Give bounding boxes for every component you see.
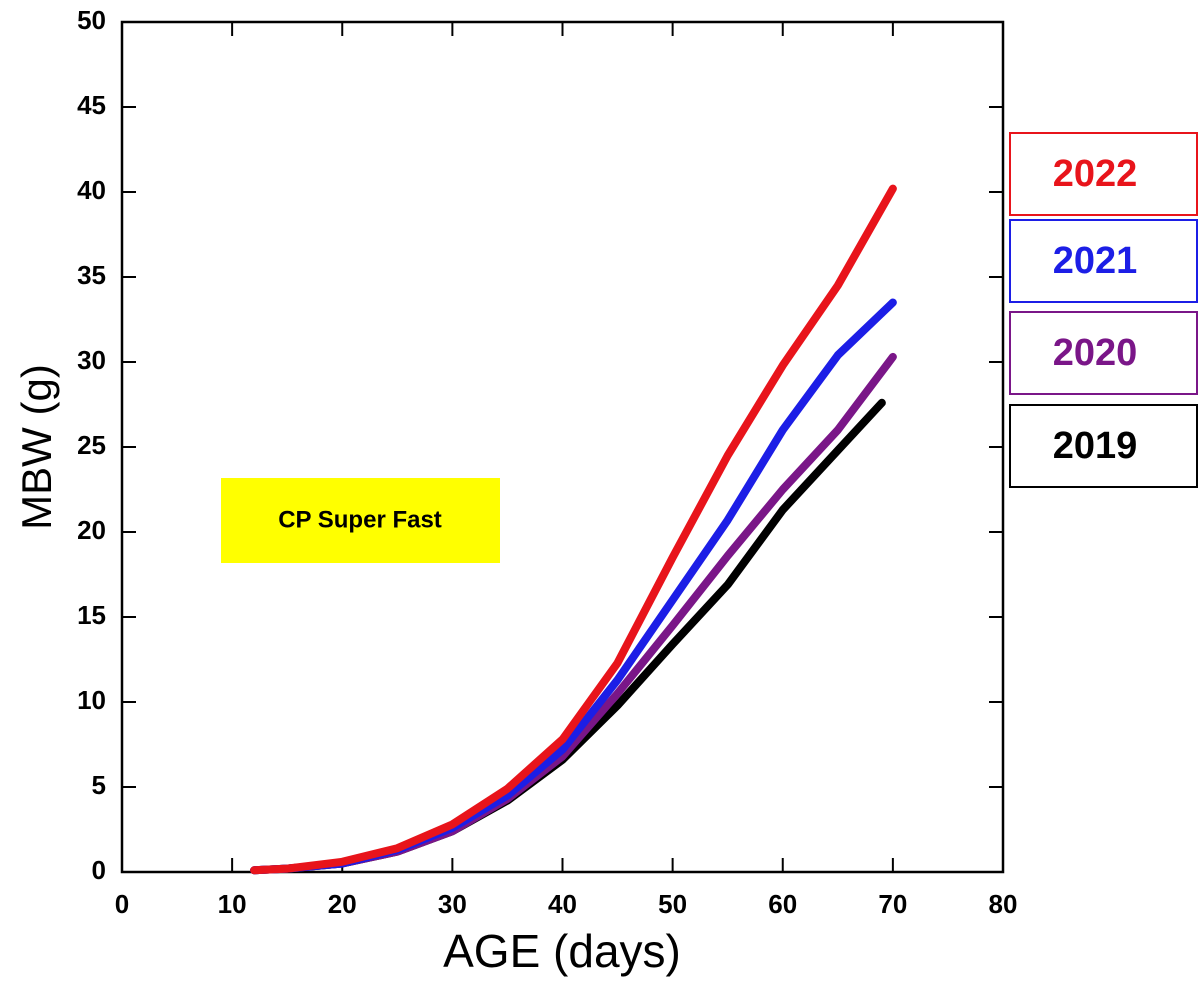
x-tick-label: 20 [328,889,357,919]
y-tick-label: 0 [92,855,106,885]
x-tick-label: 30 [438,889,467,919]
y-tick-label: 15 [77,600,106,630]
x-tick-label: 60 [768,889,797,919]
x-tick-label: 0 [115,889,129,919]
legend-label: 2019 [1053,425,1138,467]
y-tick-label: 45 [77,90,106,120]
y-tick-label: 20 [77,515,106,545]
annotation: CP Super Fast [278,506,442,533]
y-tick-label: 25 [77,430,106,460]
y-tick-label: 5 [92,770,106,800]
legend-label: 2021 [1053,240,1138,282]
legend-box [1009,311,1198,395]
annotation-box [221,478,500,563]
legend-label: 2020 [1053,332,1138,374]
x-axis-title: AGE (days) [443,925,681,977]
series-line [250,398,886,875]
y-axis-title: MBW (g) [13,364,60,530]
y-tick-label: 50 [77,5,106,35]
series-line [250,298,897,875]
x-tick-label: 10 [218,889,247,919]
legend-box [1009,404,1198,488]
x-tick-label: 80 [989,889,1018,919]
y-tick-label: 30 [77,345,106,375]
x-tick-label: 50 [658,889,687,919]
x-tick-label: 40 [548,889,577,919]
legend-box [1009,132,1198,216]
y-tick-label: 10 [77,685,106,715]
series-line [250,184,897,875]
series-line [250,352,897,875]
x-tick-label: 70 [878,889,907,919]
legend-label: 2022 [1053,153,1138,195]
y-tick-label: 35 [77,260,106,290]
legend-box [1009,219,1198,303]
y-tick-label: 40 [77,175,106,205]
